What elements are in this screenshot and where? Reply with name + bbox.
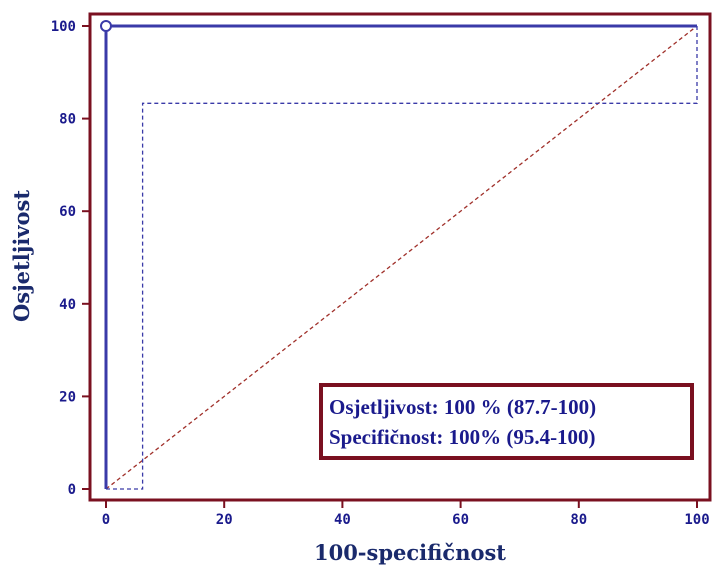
x-tick-label: 20 (216, 512, 233, 528)
x-tick-label: 40 (334, 512, 351, 528)
y-tick-label: 0 (68, 482, 76, 498)
y-axis-title: Osjetljivost (9, 190, 34, 322)
annotation-box: Osjetljivost: 100 % (87.7-100) Specifičn… (319, 383, 694, 460)
x-tick-label: 0 (102, 512, 110, 528)
y-tick-label: 40 (59, 297, 76, 313)
plot-area (88, 12, 712, 502)
y-tick-label: 80 (59, 112, 76, 128)
x-axis-title: 100-specifičnost (314, 540, 506, 565)
x-tick-label: 60 (452, 512, 469, 528)
annotation-frame (319, 383, 694, 460)
y-tick-label: 100 (51, 19, 76, 35)
x-tick-label: 80 (570, 512, 587, 528)
annotation-specificity: Specifičnost: 100% (95.4-100) (329, 425, 596, 449)
x-tick-label: 100 (684, 512, 709, 528)
plot-frame (88, 12, 712, 502)
annotation-sensitivity: Osjetljivost: 100 % (87.7-100) (329, 395, 596, 419)
roc-point-marker (100, 20, 112, 32)
confidence-bound-line (106, 26, 698, 490)
y-tick-label: 20 (59, 389, 76, 405)
y-tick-label: 60 (59, 204, 76, 220)
axis-ticks: 0 20 40 60 80 100 0 20 40 60 80 100 (51, 19, 710, 528)
